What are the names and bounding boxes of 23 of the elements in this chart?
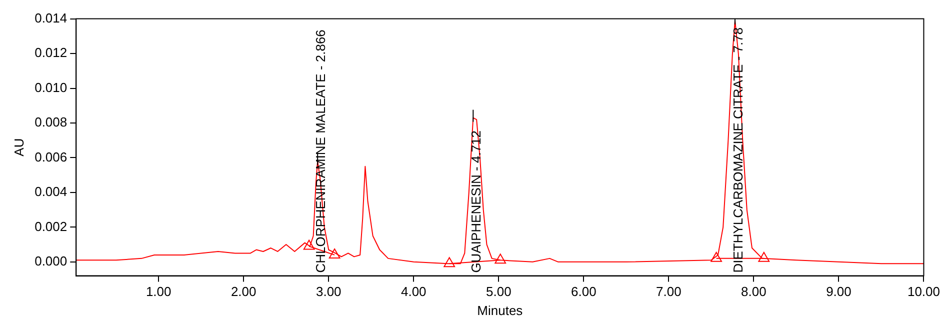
- x-tick-label: 3.00: [316, 284, 342, 300]
- x-tick-label: 4.00: [400, 284, 426, 300]
- y-tick-label: 0.008: [34, 114, 68, 130]
- x-tick-label: 8.00: [741, 284, 766, 300]
- y-tick-label: 0.006: [34, 149, 68, 164]
- annotation: DIETHYLCARBOMAZINE CITRATE - 7.78: [730, 27, 746, 273]
- x-tick-label: 6.00: [571, 284, 596, 300]
- y-tick-label: 0.014: [34, 10, 68, 26]
- x-axis-title: Minutes: [477, 302, 524, 318]
- annotation: CHLORPHENIRAMINE MALEATE - 2.866: [313, 30, 328, 273]
- x-tick-label: 7.00: [656, 284, 682, 300]
- x-tick-label: 5.00: [486, 284, 512, 300]
- y-tick-label: 0.012: [34, 45, 68, 60]
- x-tick-label: 10.00: [907, 284, 940, 300]
- y-tick-label: 0.000: [34, 253, 68, 268]
- x-tick-label: 9.00: [826, 284, 852, 300]
- y-tick-label: 0.010: [34, 80, 68, 95]
- y-tick-label: 0.004: [34, 184, 68, 200]
- annotation: GUAIPHENESIN - 4.712: [468, 130, 484, 273]
- y-axis-title: AU: [11, 138, 26, 156]
- x-tick-label: 2.00: [230, 284, 256, 300]
- x-tick-label: 1.00: [146, 284, 172, 300]
- y-tick-label: 0.002: [34, 218, 68, 234]
